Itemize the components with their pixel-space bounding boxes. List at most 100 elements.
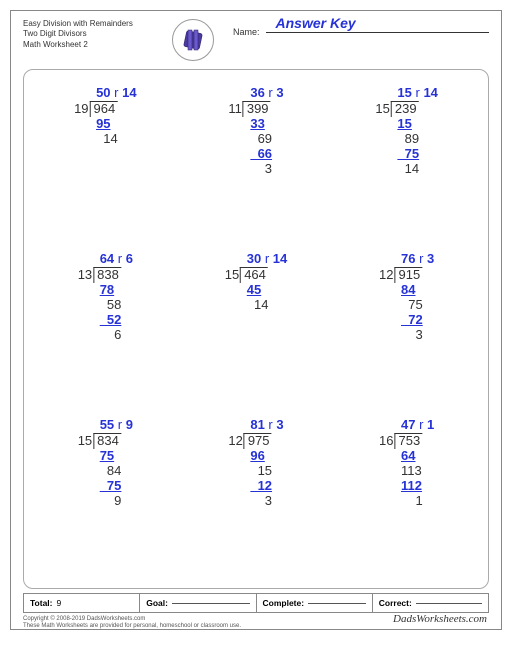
problem-7: 55 r 91583475 84 75 9 [32,414,179,576]
work-line: 75 [397,147,438,162]
division-row: 15464 [225,267,288,283]
work-line: 45 [247,283,288,298]
problem-6: 76 r 31291584 75 72 3 [333,248,480,410]
quotient: 55 r 9 [100,417,133,432]
divisor: 11 [228,101,243,116]
answer-key: Answer Key [276,15,356,31]
brand: DadsWorksheets.com [393,613,487,625]
work-line: 33 [250,117,283,132]
work-line: 3 [250,162,283,177]
problem-8: 81 r 31297596 15 12 3 [183,414,330,576]
problem-inner: 50 r 141996495 14 [74,86,137,147]
name-label: Name: [233,27,260,37]
division-row: 19964 [74,101,137,117]
work-line: 14 [96,132,137,147]
work-steps: 45 14 [225,283,288,313]
problem-inner: 76 r 31291584 75 72 3 [379,252,434,343]
work-line: 72 [401,313,434,328]
problem-inner: 81 r 31297596 15 12 3 [228,418,283,509]
title-line-2: Two Digit Divisors [23,29,163,39]
quotient: 50 r 14 [96,85,137,100]
division-row: 12915 [379,267,434,283]
work-line: 113 [401,464,434,479]
name-line: Answer Key [266,32,489,33]
problems-grid: 50 r 141996495 1436 r 31139933 69 66 315… [32,82,480,576]
divisor: 15 [375,101,390,116]
complete-line [308,603,366,604]
divisor: 19 [74,101,89,116]
dividend: 834 [93,433,121,449]
work-steps: 84 75 72 3 [379,283,434,343]
work-line: 95 [96,117,137,132]
correct-line [416,603,482,604]
problem-1: 50 r 141996495 14 [32,82,179,244]
work-steps: 78 58 52 6 [78,283,133,343]
work-line: 52 [100,313,133,328]
content-box: 50 r 141996495 1436 r 31139933 69 66 315… [23,69,489,589]
division-row: 12975 [228,433,283,449]
problem-9: 47 r 11675364113112 1 [333,414,480,576]
problem-inner: 15 r 141523915 89 75 14 [375,86,438,177]
title-line-1: Easy Division with Remainders [23,19,163,29]
work-steps: 64113112 1 [379,449,434,509]
header: Easy Division with Remainders Two Digit … [11,11,501,65]
correct-label: Correct: [379,598,412,608]
quotient: 47 r 1 [401,417,434,432]
dividend: 399 [243,101,271,117]
division-row: 16753 [379,433,434,449]
goal-label: Goal: [146,598,168,608]
work-line: 15 [250,464,283,479]
problem-inner: 55 r 91583475 84 75 9 [78,418,133,509]
problem-5: 30 r 141546445 14 [183,248,330,410]
work-line: 6 [100,328,133,343]
work-line: 14 [397,162,438,177]
work-line: 89 [397,132,438,147]
quotient: 81 r 3 [250,417,283,432]
quotient: 76 r 3 [401,251,434,266]
divisor: 12 [379,267,394,282]
problem-inner: 64 r 61383878 58 52 6 [78,252,133,343]
work-line: 9 [100,494,133,509]
title-line-3: Math Worksheet 2 [23,40,163,50]
dividend: 964 [90,101,118,117]
logo-wrap [163,19,223,61]
footer-correct: Correct: [373,594,488,612]
division-row: 15239 [375,101,438,117]
work-line: 75 [100,479,133,494]
work-line: 66 [250,147,283,162]
divisor: 12 [228,433,243,448]
work-line: 84 [401,283,434,298]
work-line: 75 [401,298,434,313]
work-line: 69 [250,132,283,147]
work-steps: 15 89 75 14 [375,117,438,177]
quotient: 36 r 3 [250,85,283,100]
work-line: 15 [397,117,438,132]
worksheet-page: Easy Division with Remainders Two Digit … [10,10,502,630]
dividend: 464 [240,267,268,283]
problem-2: 36 r 3 1139933 69 66 3 [183,82,330,244]
complete-label: Complete: [263,598,305,608]
title-block: Easy Division with Remainders Two Digit … [23,19,163,50]
problem-3: 15 r 141523915 89 75 14 [333,82,480,244]
problem-4: 64 r 61383878 58 52 6 [32,248,179,410]
work-line: 14 [247,298,288,313]
work-line: 96 [250,449,283,464]
dividend: 915 [394,267,422,283]
dividend: 753 [394,433,422,449]
total-label: Total: [30,598,53,608]
problem-inner: 47 r 11675364113112 1 [379,418,434,509]
goal-line [172,603,250,604]
divisor: 16 [379,433,394,448]
work-line: 75 [100,449,133,464]
divisor: 15 [78,433,93,448]
work-line: 3 [250,494,283,509]
division-row: 15834 [78,433,133,449]
work-steps: 95 14 [74,117,137,147]
divisor: 15 [225,267,240,282]
footer-total: Total: 9 [24,594,140,612]
dividend: 838 [93,267,121,283]
work-line: 58 [100,298,133,313]
work-line: 64 [401,449,434,464]
work-steps: 33 69 66 3 [228,117,283,177]
name-block: Name: Answer Key [223,19,489,37]
